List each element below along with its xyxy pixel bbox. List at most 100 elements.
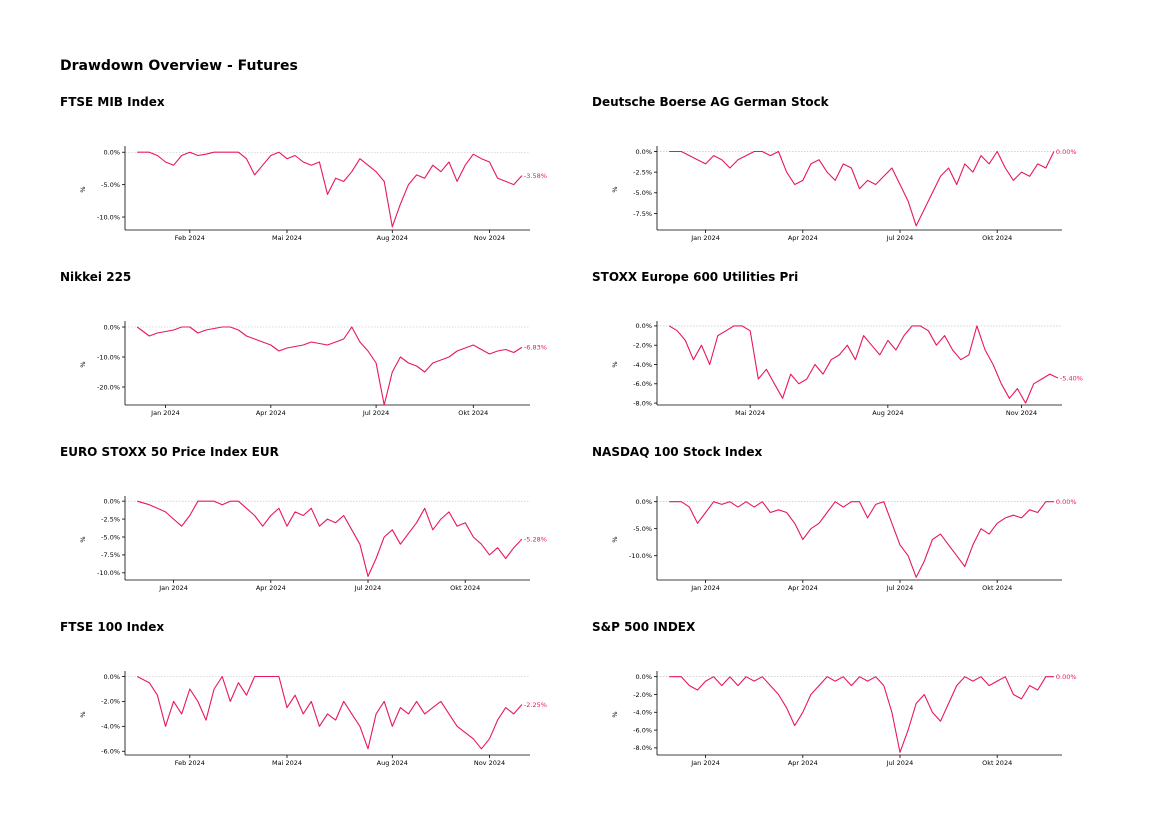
x-tick-label: Jul 2024 [886,759,913,767]
x-tick-label: Jul 2024 [354,584,381,592]
end-value-label: -5.28% [524,535,547,543]
x-tick-label: Feb 2024 [175,759,205,767]
drawdown-series-line [669,150,1055,227]
x-tick-label: Mai 2024 [272,759,302,767]
y-tick-label: -5.0% [633,189,652,197]
y-axis-label: % [611,361,619,367]
end-value-label: 0.00% [1056,673,1077,681]
x-tick-label: Mai 2024 [735,409,765,417]
chart-panel-deutsche-boerse: Deutsche Boerse AG German Stock 0.0% -2.5… [592,95,1077,255]
y-axis-label: % [611,536,619,542]
drawdown-chart: 0.0% -2.5% -5.0% -7.5% -10.0% Jan 2024 Apr 202… [79,496,547,592]
y-tick-label: -10.0% [629,552,652,560]
drawdown-chart: 0.0% -2.5% -5.0% -7.5% Jan 2024 Apr 2024 Jul 2… [611,146,1077,242]
x-tick-label: Okt 2024 [982,234,1012,242]
x-tick-label: Apr 2024 [256,409,286,417]
x-tick-label: Okt 2024 [458,409,488,417]
drawdown-series-line [136,326,523,406]
y-axis-label: % [79,536,87,542]
y-tick-label: -10.0% [97,569,120,577]
y-tick-label: -10.0% [97,213,120,221]
y-tick-label: -2.5% [633,168,652,176]
chart-title: NASDAQ 100 Stock Index [592,445,763,459]
x-tick-label: Jan 2024 [158,584,188,592]
y-tick-label: -5.0% [101,533,120,541]
end-value-label: -3.58% [524,172,547,180]
end-value-label: -6.83% [524,344,547,352]
x-tick-label: Nov 2024 [474,234,505,242]
x-tick-label: Apr 2024 [256,584,286,592]
drawdown-chart: 0.0% -2.0% -4.0% -6.0% -8.0% Mai 2024 Aug 2024… [611,321,1083,417]
y-tick-label: -2.0% [633,342,652,350]
drawdown-chart: 0.0% -5.0% -10.0% Jan 2024 Apr 2024 Jul 2024 O… [611,496,1077,592]
y-tick-label: 0.0% [103,497,120,505]
y-tick-label: -6.0% [101,748,120,756]
chart-panel-nasdaq: NASDAQ 100 Stock Index 0.0% -5.0% -10.0% Ja… [592,445,1077,605]
y-tick-label: -6.0% [633,380,652,388]
y-tick-label: -4.0% [633,361,652,369]
drawdown-series-line [669,501,1054,578]
x-tick-label: Okt 2024 [450,584,480,592]
drawdown-series-line [137,500,523,577]
x-tick-label: Apr 2024 [788,234,818,242]
y-tick-label: -5.0% [101,181,120,189]
end-value-label: 0.00% [1056,498,1077,506]
y-axis-label: % [611,711,619,717]
chart-title: FTSE 100 Index [60,620,165,634]
y-tick-label: -2.0% [101,698,120,706]
y-tick-label: -8.0% [633,399,652,407]
y-tick-label: 0.0% [103,673,120,681]
drawdown-series-line [136,675,523,750]
x-tick-label: Mai 2024 [272,234,302,242]
y-tick-label: 0.0% [635,322,652,330]
x-tick-label: Apr 2024 [788,584,818,592]
x-tick-label: Jan 2024 [690,234,720,242]
y-tick-label: 0.0% [635,498,652,506]
drawdown-chart: 0.0% -2.0% -4.0% -6.0% -8.0% Jan 2024 Apr 2024… [611,671,1077,767]
drawdown-series-line [669,676,1054,753]
y-tick-label: -7.5% [633,210,652,218]
end-value-label: -5.40% [1060,374,1083,382]
y-axis-label: % [611,186,619,192]
y-tick-label: -7.5% [101,551,120,559]
x-tick-label: Jul 2024 [886,234,913,242]
x-tick-label: Jul 2024 [362,409,389,417]
y-axis-label: % [79,711,87,717]
chart-title: EURO STOXX 50 Price Index EUR [60,445,279,459]
y-tick-label: -2.5% [101,515,120,523]
end-value-label: 0.00% [1056,148,1077,156]
x-tick-label: Feb 2024 [175,234,205,242]
x-tick-label: Aug 2024 [872,409,903,417]
chart-panel-ftse-mib: FTSE MIB Index 0.0% -5.0% -10.0% Feb 2024 Ma… [60,95,547,255]
drawdown-series-line [668,325,1059,404]
end-value-label: -2.25% [524,701,547,709]
y-tick-label: 0.0% [635,673,652,681]
chart-title: S&P 500 INDEX [592,620,696,634]
x-tick-label: Okt 2024 [982,759,1012,767]
y-tick-label: -6.0% [633,726,652,734]
y-tick-label: -20.0% [97,383,120,391]
drawdown-chart: 0.0% -5.0% -10.0% Feb 2024 Mai 2024 Aug 2024 N… [79,146,547,242]
chart-panel-nikkei: Nikkei 225 0.0% -10.0% -20.0% Jan 2024 Apr 2… [60,270,547,430]
chart-title: STOXX Europe 600 Utilities Pri [592,270,799,284]
x-tick-label: Apr 2024 [788,759,818,767]
drawdown-series-line [137,151,523,228]
y-tick-label: -8.0% [633,744,652,752]
drawdown-chart: 0.0% -2.0% -4.0% -6.0% Feb 2024 Mai 2024 Aug 2… [79,671,547,767]
x-tick-label: Jul 2024 [886,584,913,592]
x-tick-label: Jan 2024 [690,759,720,767]
y-tick-label: -2.0% [633,691,652,699]
y-axis-label: % [79,186,87,192]
x-tick-label: Nov 2024 [474,759,505,767]
chart-panel-stoxx-utilities: STOXX Europe 600 Utilities Pri 0.0% -2.0%… [592,270,1083,430]
y-tick-label: -5.0% [633,525,652,533]
y-tick-label: -4.0% [101,723,120,731]
y-tick-label: 0.0% [103,149,120,157]
y-axis-label: % [79,361,87,367]
chart-title: Nikkei 225 [60,270,132,284]
y-tick-label: 0.0% [103,323,120,331]
x-tick-label: Aug 2024 [377,759,408,767]
x-tick-label: Jan 2024 [150,409,180,417]
y-tick-label: 0.0% [635,148,652,156]
chart-panel-ftse-100: FTSE 100 Index 0.0% -2.0% -4.0% -6.0% Feb 20… [60,620,547,780]
